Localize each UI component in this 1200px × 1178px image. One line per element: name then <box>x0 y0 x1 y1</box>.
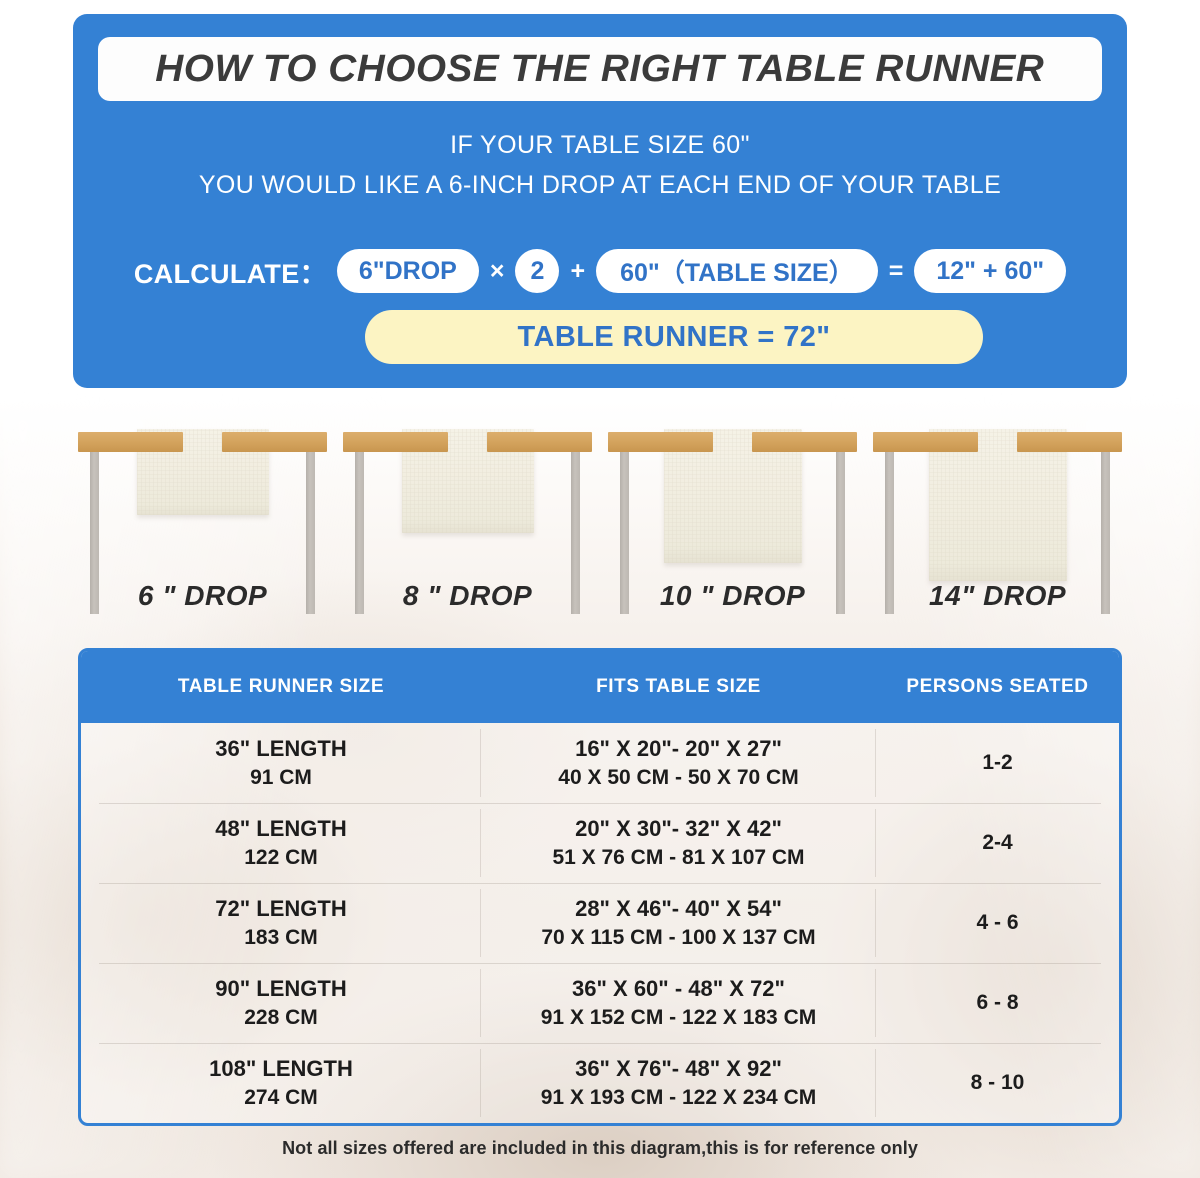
table-leg-left <box>885 452 894 614</box>
hero-subline-1: IF YOUR TABLE SIZE 60" <box>450 131 750 159</box>
table-leg-right <box>571 452 580 614</box>
cell-persons-seated: 2-4 <box>876 803 1119 883</box>
table-row: 48" LENGTH 122 CM 20" X 30"- 32" X 42" 5… <box>81 803 1119 883</box>
persons-value: 4 - 6 <box>976 911 1019 934</box>
column-header-fits-table-size: FITS TABLE SIZE <box>596 676 761 697</box>
runner-size-inches: 90" LENGTH <box>215 976 347 1002</box>
tabletop-left <box>608 432 713 452</box>
tabletop-right <box>222 432 327 452</box>
fits-cm: 70 X 115 CM - 100 X 137 CM <box>541 925 816 949</box>
table-leg-right <box>836 452 845 614</box>
column-header-runner-size: TABLE RUNNER SIZE <box>177 676 385 697</box>
fits-inches: 16" X 20"- 20" X 27" <box>575 736 782 762</box>
persons-value: 6 - 8 <box>976 991 1019 1014</box>
fits-cm: 91 X 152 CM - 122 X 183 CM <box>540 1005 817 1029</box>
cell-persons-seated: 1-2 <box>876 723 1119 803</box>
persons-value: 8 - 10 <box>970 1071 1025 1094</box>
table-row: 72" LENGTH 183 CM 28" X 46"- 40" X 54" 7… <box>81 883 1119 963</box>
runner-size-inches: 48" LENGTH <box>215 816 347 842</box>
cell-runner-size: 108" LENGTH 274 CM <box>81 1043 481 1123</box>
tabletop-right <box>752 432 857 452</box>
cell-fits-table-size: 16" X 20"- 20" X 27" 40 X 50 CM - 50 X 7… <box>481 723 876 803</box>
table-row: 90" LENGTH 228 CM 36" X 60" - 48" X 72" … <box>81 963 1119 1043</box>
cell-persons-seated: 6 - 8 <box>876 963 1119 1043</box>
operator-multiply: × <box>489 256 505 285</box>
cell-persons-seated: 8 - 10 <box>876 1043 1119 1123</box>
tabletop-left <box>873 432 978 452</box>
table-header-row: TABLE RUNNER SIZE FITS TABLE SIZE PERSON… <box>81 651 1119 723</box>
drop-illustration: 6 " DROP <box>70 424 335 624</box>
drop-illustration: 8 " DROP <box>335 424 600 624</box>
table-leg-right <box>306 452 315 614</box>
drop-label: 8 " DROP <box>402 580 533 611</box>
title-box: HOW TO CHOOSE THE RIGHT TABLE RUNNER <box>98 37 1102 101</box>
runner-size-cm: 183 CM <box>244 925 318 949</box>
table-row: 108" LENGTH 274 CM 36" X 76"- 48" X 92" … <box>81 1043 1119 1123</box>
table-leg-right <box>1101 452 1110 614</box>
cell-persons-seated: 4 - 6 <box>876 883 1119 963</box>
table-runner-graphic <box>928 429 1067 581</box>
runner-size-cm: 91 CM <box>250 765 312 789</box>
runner-size-inches: 36" LENGTH <box>215 736 347 762</box>
table-leg-left <box>90 452 99 614</box>
fits-cm: 91 X 193 CM - 122 X 234 CM <box>540 1085 817 1109</box>
persons-value: 2-4 <box>982 831 1013 854</box>
result-text: TABLE RUNNER = 72" <box>517 320 831 353</box>
tabletop-right <box>1017 432 1122 452</box>
calculate-label: CALCULATE： <box>133 258 327 289</box>
table-body: 36" LENGTH 91 CM 16" X 20"- 20" X 27" 40… <box>81 723 1119 1123</box>
runner-size-inches: 72" LENGTH <box>215 896 347 922</box>
cell-fits-table-size: 20" X 30"- 32" X 42" 51 X 76 CM - 81 X 1… <box>481 803 876 883</box>
calculation-row: CALCULATE： 6"DROP × 2 + 60"（TABLE SIZE） … <box>73 247 1127 295</box>
hero-subline-2: YOU WOULD LIKE A 6-INCH DROP AT EACH END… <box>198 171 1002 199</box>
size-chart-table: TABLE RUNNER SIZE FITS TABLE SIZE PERSON… <box>78 648 1122 1126</box>
fits-cm: 51 X 76 CM - 81 X 107 CM <box>552 845 805 869</box>
persons-value: 1-2 <box>982 751 1013 774</box>
runner-size-cm: 274 CM <box>244 1085 318 1109</box>
page-title: HOW TO CHOOSE THE RIGHT TABLE RUNNER <box>155 47 1045 90</box>
runner-size-cm: 228 CM <box>244 1005 318 1029</box>
drop-illustrations: 6 " DROP 8 " DROP 10 " DROP 14" DROP <box>70 424 1130 624</box>
table-leg-left <box>355 452 364 614</box>
pill-drop: 6"DROP <box>336 249 479 293</box>
tabletop-left <box>343 432 448 452</box>
cell-fits-table-size: 36" X 76"- 48" X 92" 91 X 193 CM - 122 X… <box>481 1043 876 1123</box>
runner-size-cm: 122 CM <box>244 845 318 869</box>
operator-plus: + <box>570 256 586 285</box>
cell-runner-size: 90" LENGTH 228 CM <box>81 963 481 1043</box>
pill-table-size: 60"（TABLE SIZE） <box>596 249 878 293</box>
pill-sum: 12" + 60" <box>914 249 1067 293</box>
cell-fits-table-size: 36" X 60" - 48" X 72" 91 X 152 CM - 122 … <box>481 963 876 1043</box>
footnote-text: Not all sizes offered are included in th… <box>282 1138 918 1158</box>
result-pill: TABLE RUNNER = 72" <box>365 310 983 364</box>
column-header-persons-seated: PERSONS SEATED <box>906 676 1089 697</box>
cell-runner-size: 36" LENGTH 91 CM <box>81 723 481 803</box>
cell-runner-size: 48" LENGTH 122 CM <box>81 803 481 883</box>
fits-inches: 36" X 60" - 48" X 72" <box>572 976 785 1002</box>
tabletop-right <box>487 432 592 452</box>
cell-fits-table-size: 28" X 46"- 40" X 54" 70 X 115 CM - 100 X… <box>481 883 876 963</box>
table-leg-left <box>620 452 629 614</box>
table-row: 36" LENGTH 91 CM 16" X 20"- 20" X 27" 40… <box>81 723 1119 803</box>
operator-equals: = <box>888 256 904 285</box>
drop-illustration: 14" DROP <box>865 424 1130 624</box>
cell-runner-size: 72" LENGTH 183 CM <box>81 883 481 963</box>
drop-label: 10 " DROP <box>659 580 806 611</box>
drop-label: 14" DROP <box>928 580 1067 611</box>
tabletop-left <box>78 432 183 452</box>
pill-multiplier: 2 <box>515 249 560 293</box>
drop-illustration: 10 " DROP <box>600 424 865 624</box>
runner-size-inches: 108" LENGTH <box>209 1056 353 1082</box>
hero-panel: HOW TO CHOOSE THE RIGHT TABLE RUNNER IF … <box>73 14 1127 388</box>
fits-inches: 20" X 30"- 32" X 42" <box>575 816 782 842</box>
fits-inches: 36" X 76"- 48" X 92" <box>575 1056 782 1082</box>
drop-label: 6 " DROP <box>137 580 268 611</box>
fits-cm: 40 X 50 CM - 50 X 70 CM <box>558 765 799 789</box>
fits-inches: 28" X 46"- 40" X 54" <box>575 896 782 922</box>
